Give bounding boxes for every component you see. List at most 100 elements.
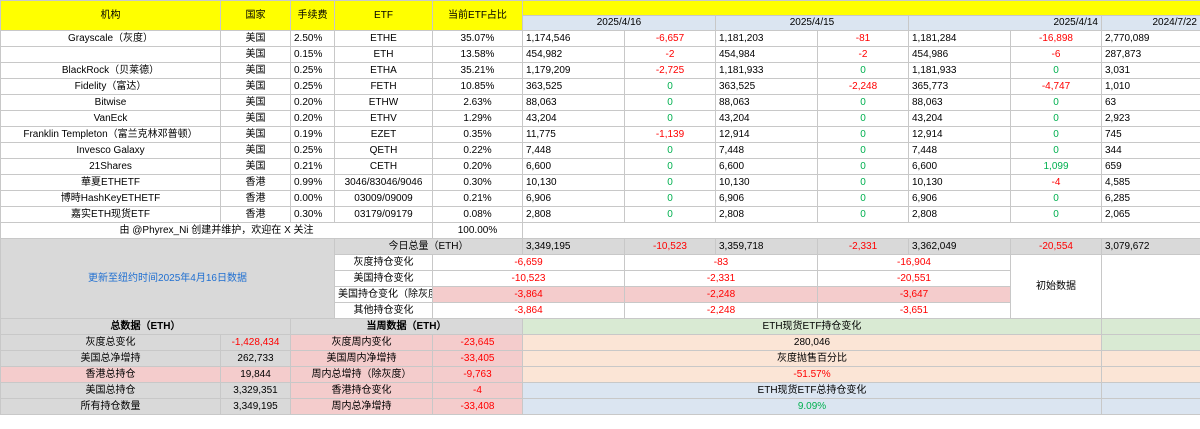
cell-change-d2[interactable]: 0 — [817, 62, 909, 79]
total-label[interactable]: 灰度总变化 — [0, 334, 221, 351]
weekly-label[interactable]: 美国周内净增持 — [290, 350, 433, 367]
today-total-label[interactable]: 今日总量（ETH） — [334, 238, 523, 255]
summary-band-pad[interactable] — [1101, 382, 1200, 399]
summary-band[interactable]: 9.09% — [522, 398, 1102, 415]
cell-holding-d3[interactable]: 43,204 — [908, 110, 1011, 127]
cell-base[interactable]: 3,031 — [1101, 62, 1200, 79]
weekly-value[interactable]: -23,645 — [432, 334, 523, 351]
cell-share[interactable]: 1.29% — [432, 110, 523, 127]
header-country[interactable]: 国家 — [220, 0, 291, 31]
header-etf[interactable]: ETF — [334, 0, 433, 31]
cell-base[interactable]: 63 — [1101, 94, 1200, 111]
cell-country[interactable]: 香港 — [220, 174, 291, 191]
cell-org[interactable]: BlackRock（贝莱德） — [0, 62, 221, 79]
cell-change-d1[interactable]: 0 — [624, 142, 716, 159]
cell-change-d2[interactable]: 0 — [817, 94, 909, 111]
change-d1[interactable]: -3,864 — [432, 302, 625, 319]
cell-org[interactable]: 21Shares — [0, 158, 221, 175]
summary-band-pad[interactable] — [1101, 350, 1200, 367]
total-label[interactable]: 美国总持仓 — [0, 382, 221, 399]
total-value[interactable]: -1,428,434 — [220, 334, 291, 351]
total-value[interactable]: 262,733 — [220, 350, 291, 367]
today-total-base[interactable]: 3,079,672 — [1101, 238, 1200, 255]
credit-filler[interactable] — [522, 222, 1200, 239]
cell-change-d3[interactable]: 0 — [1010, 110, 1102, 127]
total-label[interactable]: 所有持仓数量 — [0, 398, 221, 415]
cell-holding-d3[interactable]: 365,773 — [908, 78, 1011, 95]
change-label[interactable]: 美国持仓变化（除灰度外）/增比 — [334, 286, 433, 303]
cell-holding-d2[interactable]: 88,063 — [715, 94, 818, 111]
summary-band-pad[interactable] — [1101, 366, 1200, 383]
today-total-c3[interactable]: -20,554 — [1010, 238, 1102, 255]
spot-change-title[interactable]: ETH现货ETF持仓变化 — [522, 318, 1102, 335]
cell-change-d2[interactable]: 0 — [817, 158, 909, 175]
cell-base[interactable]: 745 — [1101, 126, 1200, 143]
cell-base[interactable]: 6,285 — [1101, 190, 1200, 207]
cell-change-d2[interactable]: 0 — [817, 110, 909, 127]
cell-holding-d3[interactable]: 7,448 — [908, 142, 1011, 159]
weekly-value[interactable]: -9,763 — [432, 366, 523, 383]
cell-etf[interactable]: 03009/09009 — [334, 190, 433, 207]
cell-change-d3[interactable]: 1,099 — [1010, 158, 1102, 175]
cell-org[interactable] — [0, 46, 221, 63]
cell-etf[interactable]: ETHW — [334, 94, 433, 111]
cell-change-d3[interactable]: 0 — [1010, 142, 1102, 159]
cell-fee[interactable]: 0.21% — [290, 158, 335, 175]
cell-base[interactable]: 287,873 — [1101, 46, 1200, 63]
cell-holding-d3[interactable]: 454,986 — [908, 46, 1011, 63]
cell-org[interactable]: 嘉实ETH现货ETF — [0, 206, 221, 223]
cell-holding-d1[interactable]: 6,600 — [522, 158, 625, 175]
cell-fee[interactable]: 0.00% — [290, 190, 335, 207]
cell-change-d1[interactable]: 0 — [624, 78, 716, 95]
cell-holding-d1[interactable]: 1,179,209 — [522, 62, 625, 79]
cell-org[interactable]: 博時HashKeyETHETF — [0, 190, 221, 207]
change-label[interactable]: 灰度持仓变化 — [334, 254, 433, 271]
cell-country[interactable]: 美国 — [220, 126, 291, 143]
cell-change-d1[interactable]: -2 — [624, 46, 716, 63]
today-total-d3[interactable]: 3,362,049 — [908, 238, 1011, 255]
header-date-2[interactable]: 2025/4/15 — [715, 15, 909, 31]
cell-country[interactable]: 美国 — [220, 158, 291, 175]
cell-holding-d1[interactable]: 7,448 — [522, 142, 625, 159]
change-d3[interactable]: -16,904 — [817, 254, 1011, 271]
cell-holding-d2[interactable]: 43,204 — [715, 110, 818, 127]
credit-note[interactable]: 由 @Phyrex_Ni 创建并维护，欢迎在 X 关注 — [0, 222, 433, 239]
cell-change-d3[interactable]: -4,747 — [1010, 78, 1102, 95]
initial-data-label[interactable]: 初始数据 — [1010, 254, 1102, 319]
cell-holding-d2[interactable]: 7,448 — [715, 142, 818, 159]
cell-change-d1[interactable]: 0 — [624, 94, 716, 111]
cell-holding-d1[interactable]: 363,525 — [522, 78, 625, 95]
cell-holding-d3[interactable]: 6,906 — [908, 190, 1011, 207]
total-value[interactable]: 3,349,195 — [220, 398, 291, 415]
change-d3[interactable]: -3,651 — [817, 302, 1011, 319]
cell-share[interactable]: 2.63% — [432, 94, 523, 111]
cell-holding-d1[interactable]: 1,174,546 — [522, 30, 625, 47]
cell-change-d2[interactable]: 0 — [817, 142, 909, 159]
cell-fee[interactable]: 0.25% — [290, 142, 335, 159]
cell-holding-d3[interactable]: 6,600 — [908, 158, 1011, 175]
change-d1[interactable]: -3,864 — [432, 286, 625, 303]
spot-change-pad[interactable] — [1101, 318, 1200, 335]
cell-fee[interactable]: 0.99% — [290, 174, 335, 191]
weekly-label[interactable]: 周内总增持（除灰度） — [290, 366, 433, 383]
cell-change-d1[interactable]: 0 — [624, 110, 716, 127]
cell-holding-d3[interactable]: 10,130 — [908, 174, 1011, 191]
cell-change-d1[interactable]: -1,139 — [624, 126, 716, 143]
change-d1[interactable]: -6,659 — [432, 254, 625, 271]
cell-change-d3[interactable]: -6 — [1010, 46, 1102, 63]
total-value[interactable]: 19,844 — [220, 366, 291, 383]
cell-holding-d2[interactable]: 2,808 — [715, 206, 818, 223]
cell-holding-d2[interactable]: 6,600 — [715, 158, 818, 175]
cell-holding-d1[interactable]: 10,130 — [522, 174, 625, 191]
cell-country[interactable]: 美国 — [220, 142, 291, 159]
cell-etf[interactable]: ETHA — [334, 62, 433, 79]
update-note[interactable]: 更新至纽约时间2025年4月16日数据 — [0, 238, 335, 319]
cell-base[interactable]: 659 — [1101, 158, 1200, 175]
summary-band[interactable]: 280,046 — [522, 334, 1102, 351]
cell-base[interactable]: 1,010 — [1101, 78, 1200, 95]
today-total-d2[interactable]: 3,359,718 — [715, 238, 818, 255]
summary-band-pad[interactable] — [1101, 334, 1200, 351]
cell-share[interactable]: 13.58% — [432, 46, 523, 63]
cell-holding-d3[interactable]: 1,181,284 — [908, 30, 1011, 47]
cell-fee[interactable]: 0.20% — [290, 110, 335, 127]
